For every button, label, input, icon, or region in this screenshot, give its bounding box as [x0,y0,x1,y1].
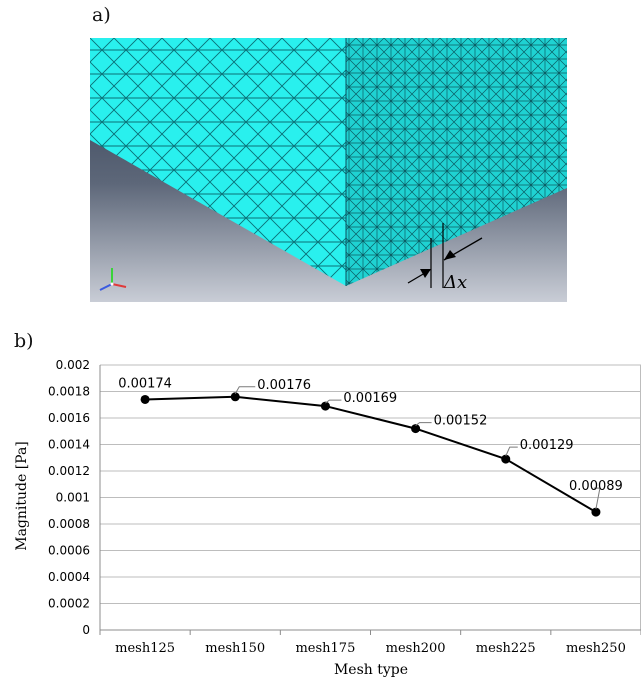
axis-triad-icon [99,268,127,291]
y-tick-label: 0 [82,623,90,637]
mesh-figure: Δx [90,38,567,302]
data-label-leader [505,446,518,457]
data-point [411,424,421,434]
y-tick-label: 0.0016 [48,411,90,425]
x-tick-label: mesh250 [566,641,626,656]
data-label-leader [415,422,432,426]
data-point [320,401,330,411]
line-chart: 0 0.0002 0.0004 0.0006 0.0008 0.001 0.0012 0.00… [14,358,641,678]
data-label: 0.00129 [520,438,574,453]
x-tick-label: mesh125 [115,641,175,656]
y-tick-label: 0.002 [56,358,90,372]
data-label: 0.00169 [343,391,397,406]
data-label-leader [593,487,601,510]
y-tick-label: 0.0018 [48,385,90,399]
data-point [230,392,240,402]
data-label: 0.00089 [569,479,623,494]
data-label-leader [234,386,256,395]
data-label: 0.00174 [118,376,172,391]
data-label: 0.00152 [434,414,488,429]
y-axis-title: Magnitude [Pa] [14,441,30,551]
label-layer: 0.00174 0.00176 0.00169 0.00152 0.00129 0.000… [118,376,623,510]
series-layer [140,392,601,517]
axis-layer: 0 0.0002 0.0004 0.0006 0.0008 0.001 0.0012 0.00… [48,358,641,656]
y-tick-label: 0.0002 [48,597,90,611]
data-label-leader [325,399,342,404]
data-label: 0.00176 [257,378,311,393]
x-tick-label: mesh150 [205,641,265,656]
x-tick-label: mesh225 [476,641,536,656]
panel-label-a: a) [92,4,111,26]
x-axis-title: Mesh type [334,662,408,678]
grid-layer [100,364,641,631]
data-point [501,454,511,464]
mesh-side-face [346,38,567,286]
data-point [591,507,601,517]
arrow-head-right [444,250,456,260]
x-tick-label: mesh200 [386,641,446,656]
y-tick-label: 0.0004 [48,570,90,584]
dimension-label: Δx [443,272,467,293]
data-point [140,394,150,404]
y-tick-label: 0.001 [56,491,90,505]
x-tick-label: mesh175 [295,641,355,656]
mesh-front-face [90,38,346,286]
panel-label-b: b) [14,330,34,352]
series-line [145,395,597,513]
arrow-head-left [420,269,431,278]
y-tick-label: 0.0014 [48,438,90,452]
y-tick-label: 0.0012 [48,464,90,478]
y-tick-label: 0.0006 [48,544,90,558]
y-tick-label: 0.0008 [48,517,90,531]
